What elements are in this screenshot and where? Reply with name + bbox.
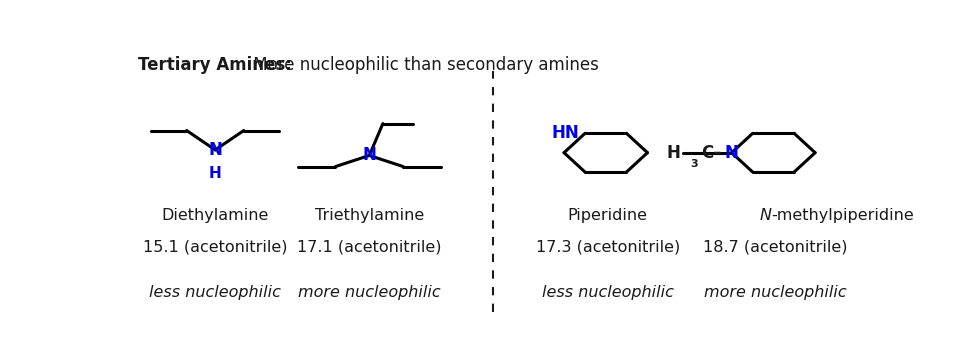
Text: 15.1 (acetonitrile): 15.1 (acetonitrile) — [142, 239, 287, 255]
Text: 17.1 (acetonitrile): 17.1 (acetonitrile) — [297, 239, 441, 255]
Text: less nucleophilic: less nucleophilic — [149, 285, 281, 300]
Text: HN: HN — [550, 124, 578, 142]
Text: 18.7 (acetonitrile): 18.7 (acetonitrile) — [703, 239, 847, 255]
Text: 3: 3 — [690, 159, 697, 169]
Text: Tertiary Amines:: Tertiary Amines: — [138, 56, 292, 74]
Text: C–: C– — [701, 144, 721, 162]
Text: N: N — [208, 141, 222, 159]
Text: N: N — [362, 147, 376, 165]
Text: N: N — [759, 208, 770, 222]
Text: More nucleophilic than secondary amines: More nucleophilic than secondary amines — [247, 56, 598, 74]
Text: -methylpiperidine: -methylpiperidine — [770, 208, 914, 222]
Text: less nucleophilic: less nucleophilic — [541, 285, 672, 300]
Text: more nucleophilic: more nucleophilic — [297, 285, 440, 300]
Text: H: H — [666, 144, 680, 162]
Text: Piperidine: Piperidine — [567, 208, 647, 222]
Text: 17.3 (acetonitrile): 17.3 (acetonitrile) — [535, 239, 679, 255]
Text: H: H — [208, 166, 221, 181]
Text: N: N — [724, 144, 737, 162]
Text: Diethylamine: Diethylamine — [162, 208, 268, 222]
Text: Triethylamine: Triethylamine — [314, 208, 423, 222]
Text: more nucleophilic: more nucleophilic — [703, 285, 846, 300]
